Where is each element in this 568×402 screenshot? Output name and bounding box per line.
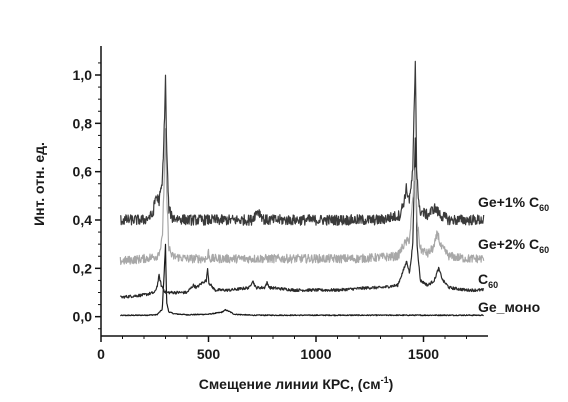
series-label-sub: 60 — [539, 203, 549, 213]
axes — [100, 46, 488, 337]
series-label-main: Ge+2% C — [478, 236, 539, 252]
series-label: C60 — [478, 271, 498, 290]
series-label-sub: 60 — [539, 245, 549, 255]
series-label: Ge+1% C60 — [478, 194, 549, 213]
series-label: Ge+2% C60 — [478, 236, 549, 255]
x-tick-label: 0 — [97, 346, 105, 362]
y-tick-label: 0,8 — [73, 115, 93, 131]
x-tick-label: 1500 — [408, 346, 439, 362]
x-axis-title-tail: ) — [389, 376, 394, 392]
series-label-main: Ge_моно — [478, 299, 540, 315]
x-tick-label: 500 — [197, 346, 221, 362]
series-label-main: Ge+1% C — [478, 194, 539, 210]
series-label-main: C — [478, 271, 488, 287]
y-tick-label: 0,0 — [73, 309, 93, 325]
y-tick-label: 0,4 — [73, 212, 93, 228]
series-label-sub: 60 — [488, 280, 498, 290]
x-axis-title-main: Смещение линии КРС, (см — [199, 376, 381, 392]
y-tick-label: 0,2 — [73, 260, 93, 276]
x-axis-title: Смещение линии КРС, (см-1) — [199, 375, 394, 392]
series-line-ge-моно — [119, 243, 484, 317]
series-line-ge-2-c60 — [119, 128, 485, 266]
series-line-c60 — [119, 137, 485, 299]
y-axis-title: Инт. отн. ед. — [31, 142, 47, 226]
series-lines — [119, 60, 485, 317]
x-axis-title-sup: -1 — [381, 375, 389, 385]
x-tick-label: 1000 — [300, 346, 331, 362]
series-label: Ge_моно — [478, 299, 540, 315]
series-line-ge-1-c60 — [120, 60, 485, 226]
y-tick-label: 1,0 — [73, 67, 93, 83]
y-tick-label: 0,6 — [73, 164, 93, 180]
axis-ticks: 0 500 1000 1500 0,0 0,2 0,4 0,6 0,8 1,0 — [73, 62, 467, 362]
